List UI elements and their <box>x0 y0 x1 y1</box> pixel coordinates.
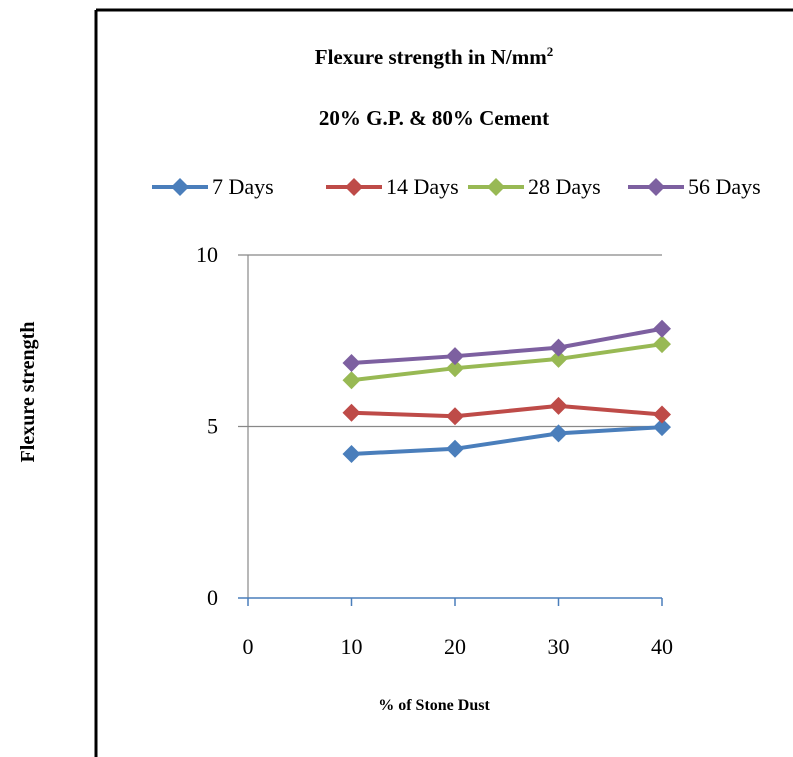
data-point <box>446 347 464 366</box>
series-56-days <box>342 319 671 373</box>
legend-item-7-days: 7 Days <box>152 174 274 199</box>
x-tick-label-10: 10 <box>341 634 363 659</box>
legend-label: 56 Days <box>688 174 761 199</box>
series-7-days <box>342 418 671 463</box>
data-point <box>549 424 568 443</box>
data-point <box>446 359 464 378</box>
x-tick-label-0: 0 <box>243 634 254 659</box>
data-point <box>653 405 671 424</box>
series-line <box>351 425 663 456</box>
y-axis-label: Flexure strength <box>17 322 39 463</box>
x-tick-label-20: 20 <box>444 634 466 659</box>
x-axis-label: % of Stone Dust <box>378 697 490 714</box>
data-point <box>549 396 568 415</box>
x-tick-labels: 0 10 20 30 40 <box>243 634 674 659</box>
legend-swatch-marker <box>487 178 505 196</box>
y-tick-label-10: 10 <box>196 242 218 267</box>
series-14-days <box>342 396 671 426</box>
data-point <box>342 403 361 422</box>
data-point <box>446 407 464 426</box>
x-tick-label-40: 40 <box>651 634 673 659</box>
series-28-days <box>342 335 671 390</box>
axes <box>238 255 663 606</box>
data-point <box>446 439 464 458</box>
y-tick-labels: 0 5 10 <box>196 242 218 610</box>
legend-item-56-days: 56 Days <box>628 174 761 199</box>
data-point <box>549 349 568 368</box>
legend-item-14-days: 14 Days <box>326 174 459 199</box>
chart-subtitle: 20% G.P. & 80% Cement <box>319 106 549 130</box>
data-point <box>342 354 361 373</box>
legend-swatch-marker <box>171 178 189 196</box>
legend-label: 7 Days <box>212 174 274 199</box>
data-point <box>653 418 671 437</box>
data-point <box>549 338 568 357</box>
series-lines <box>342 319 671 463</box>
data-point <box>653 319 671 338</box>
legend-label: 14 Days <box>386 174 459 199</box>
legend-swatch-marker <box>647 178 665 196</box>
series-line <box>351 403 663 419</box>
data-point <box>342 444 361 463</box>
legend-label: 28 Days <box>528 174 601 199</box>
x-tick-label-30: 30 <box>548 634 570 659</box>
chart-title: Flexure strength in N/mm2 <box>315 44 553 69</box>
y-tick-label-0: 0 <box>207 585 218 610</box>
legend-swatch-marker <box>345 178 363 196</box>
y-tick-label-5: 5 <box>207 414 218 439</box>
legend-item-28-days: 28 Days <box>468 174 601 199</box>
gridlines <box>238 254 662 428</box>
series-line <box>351 342 663 383</box>
series-line <box>351 326 663 366</box>
legend: 7 Days 14 Days 28 Days 56 Days <box>152 174 761 199</box>
data-point <box>342 371 361 390</box>
data-point <box>653 335 671 354</box>
